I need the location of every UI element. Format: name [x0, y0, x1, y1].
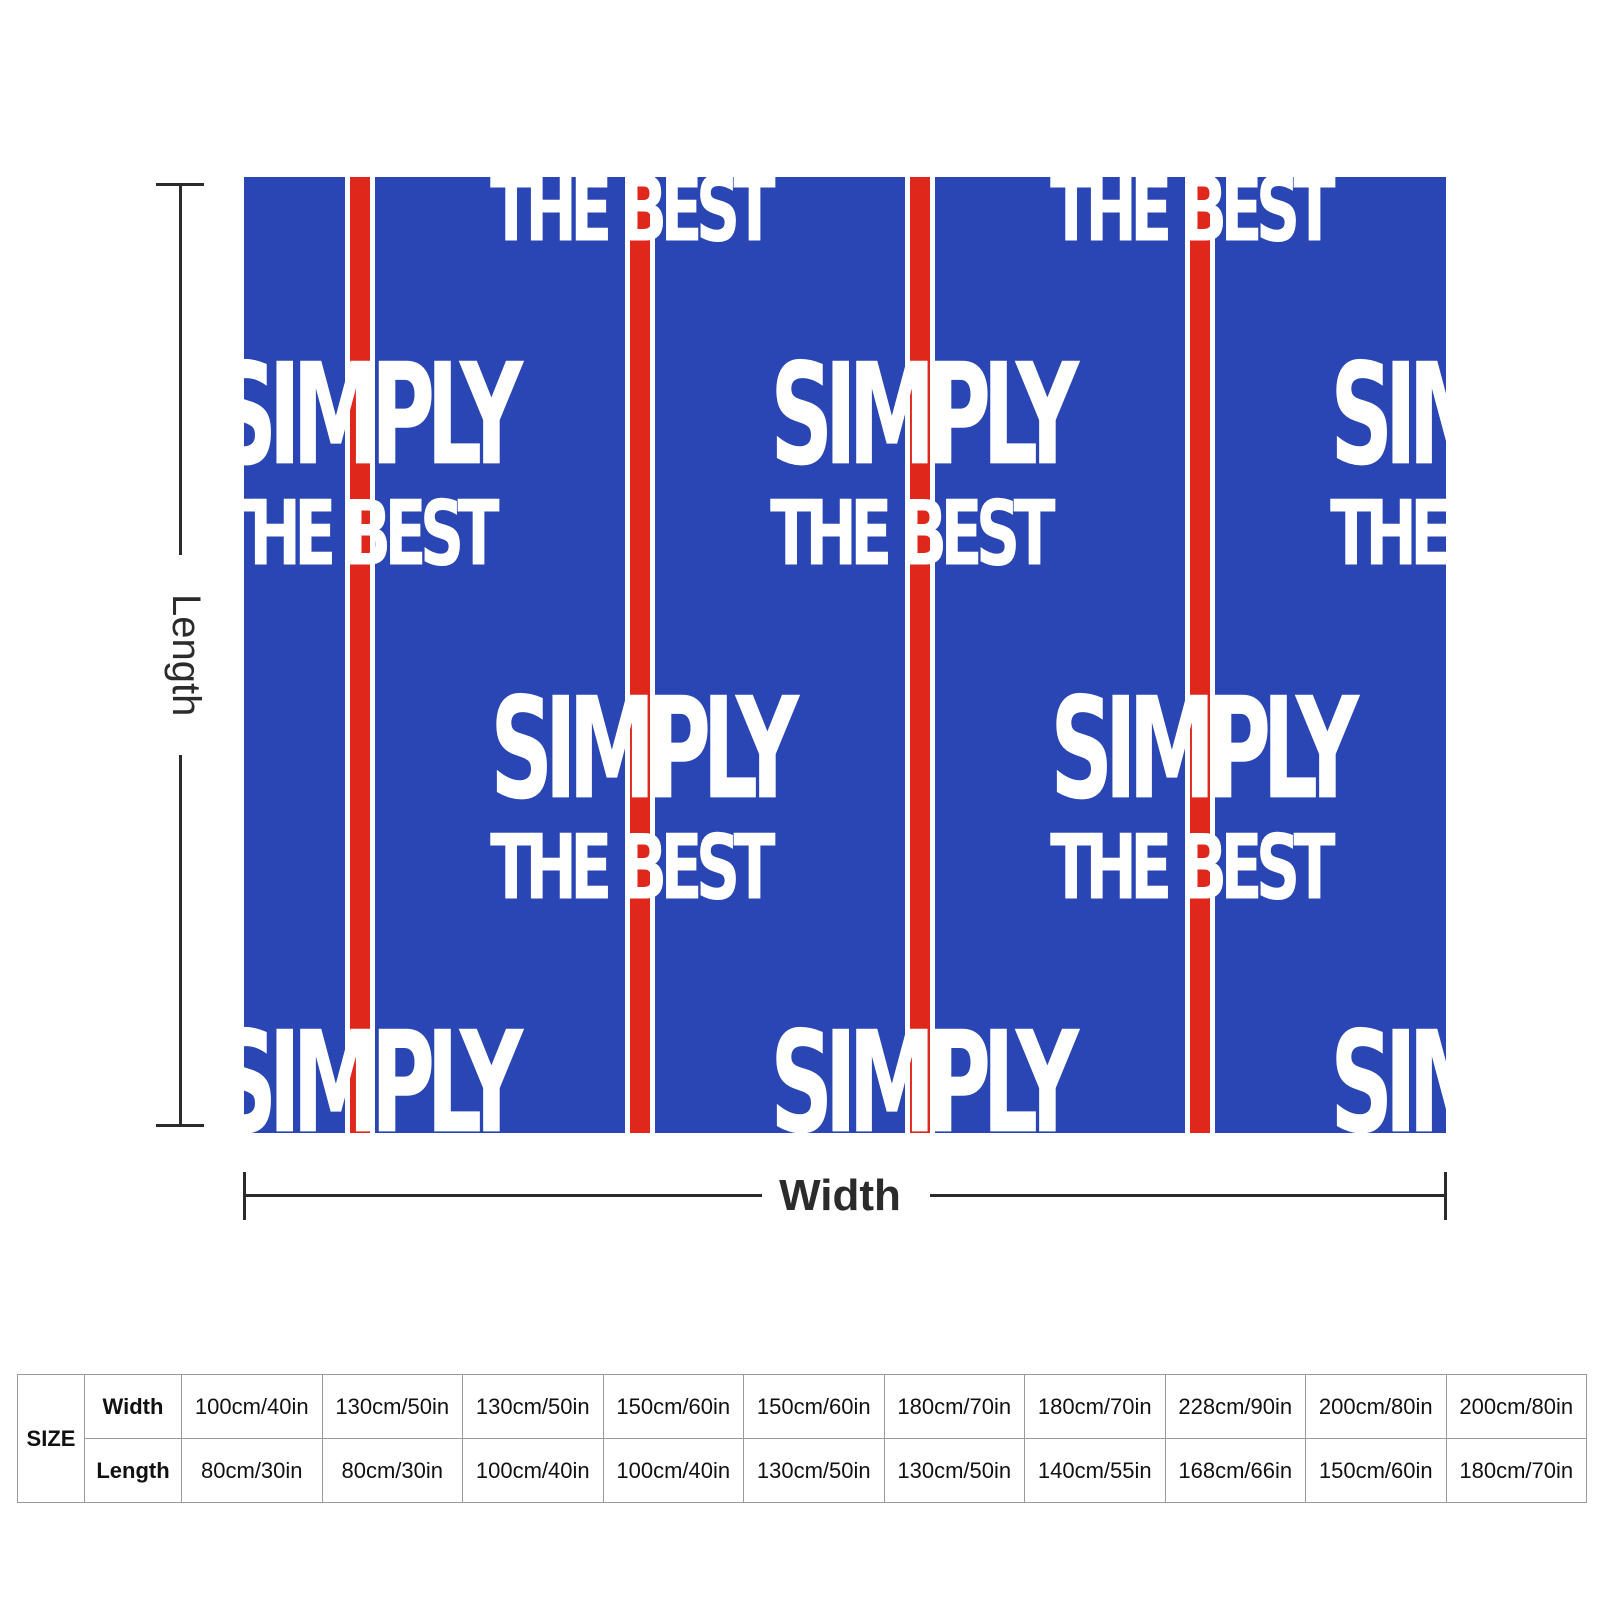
width-cell: 130cm/50in	[321, 1374, 463, 1439]
width-left-tick	[243, 1172, 246, 1220]
width-line-right	[930, 1194, 1445, 1197]
length-line-upper	[179, 185, 182, 555]
length-bottom-tick	[156, 1124, 204, 1127]
length-cell: 168cm/66in	[1164, 1438, 1306, 1503]
length-cell: 150cm/60in	[1305, 1438, 1447, 1503]
width-cell: 150cm/60in	[602, 1374, 744, 1439]
length-cell: 130cm/50in	[883, 1438, 1025, 1503]
length-cell: 140cm/55in	[1024, 1438, 1166, 1503]
length-cell: 100cm/40in	[462, 1438, 604, 1503]
width-label: Width	[779, 1171, 901, 1220]
width-cell: 130cm/50in	[462, 1374, 604, 1439]
width-cell: 200cm/80in	[1305, 1374, 1447, 1439]
length-top-tick	[156, 183, 204, 186]
width-cell: 180cm/70in	[1024, 1374, 1166, 1439]
width-cell: 180cm/70in	[883, 1374, 1025, 1439]
length-row-header: Length	[84, 1438, 182, 1503]
size-table: SIZE Width 100cm/40in 130cm/50in 130cm/5…	[17, 1374, 1587, 1503]
size-header: SIZE	[17, 1374, 85, 1503]
length-label: Length	[164, 594, 208, 717]
red-stripe	[1185, 177, 1215, 1133]
length-cell: 180cm/70in	[1445, 1438, 1587, 1503]
width-cell: 200cm/80in	[1445, 1374, 1587, 1439]
width-cell: 100cm/40in	[181, 1374, 323, 1439]
red-stripe	[625, 177, 655, 1133]
length-cell: 130cm/50in	[743, 1438, 885, 1503]
width-cell: 150cm/60in	[743, 1374, 885, 1439]
width-line-left	[245, 1194, 762, 1197]
width-right-tick	[1444, 1172, 1447, 1220]
red-stripe	[345, 177, 375, 1133]
length-cell: 80cm/30in	[321, 1438, 463, 1503]
width-row-header: Width	[84, 1374, 182, 1439]
red-stripe	[905, 177, 935, 1133]
length-cell: 80cm/30in	[181, 1438, 323, 1503]
width-row: SIZE Width 100cm/40in 130cm/50in 130cm/5…	[17, 1374, 1587, 1503]
length-row: Length 80cm/30in 80cm/30in 100cm/40in 10…	[18, 1438, 1587, 1503]
length-cell: 100cm/40in	[602, 1438, 744, 1503]
width-cell: 228cm/90in	[1164, 1374, 1306, 1439]
length-line-lower	[179, 755, 182, 1125]
